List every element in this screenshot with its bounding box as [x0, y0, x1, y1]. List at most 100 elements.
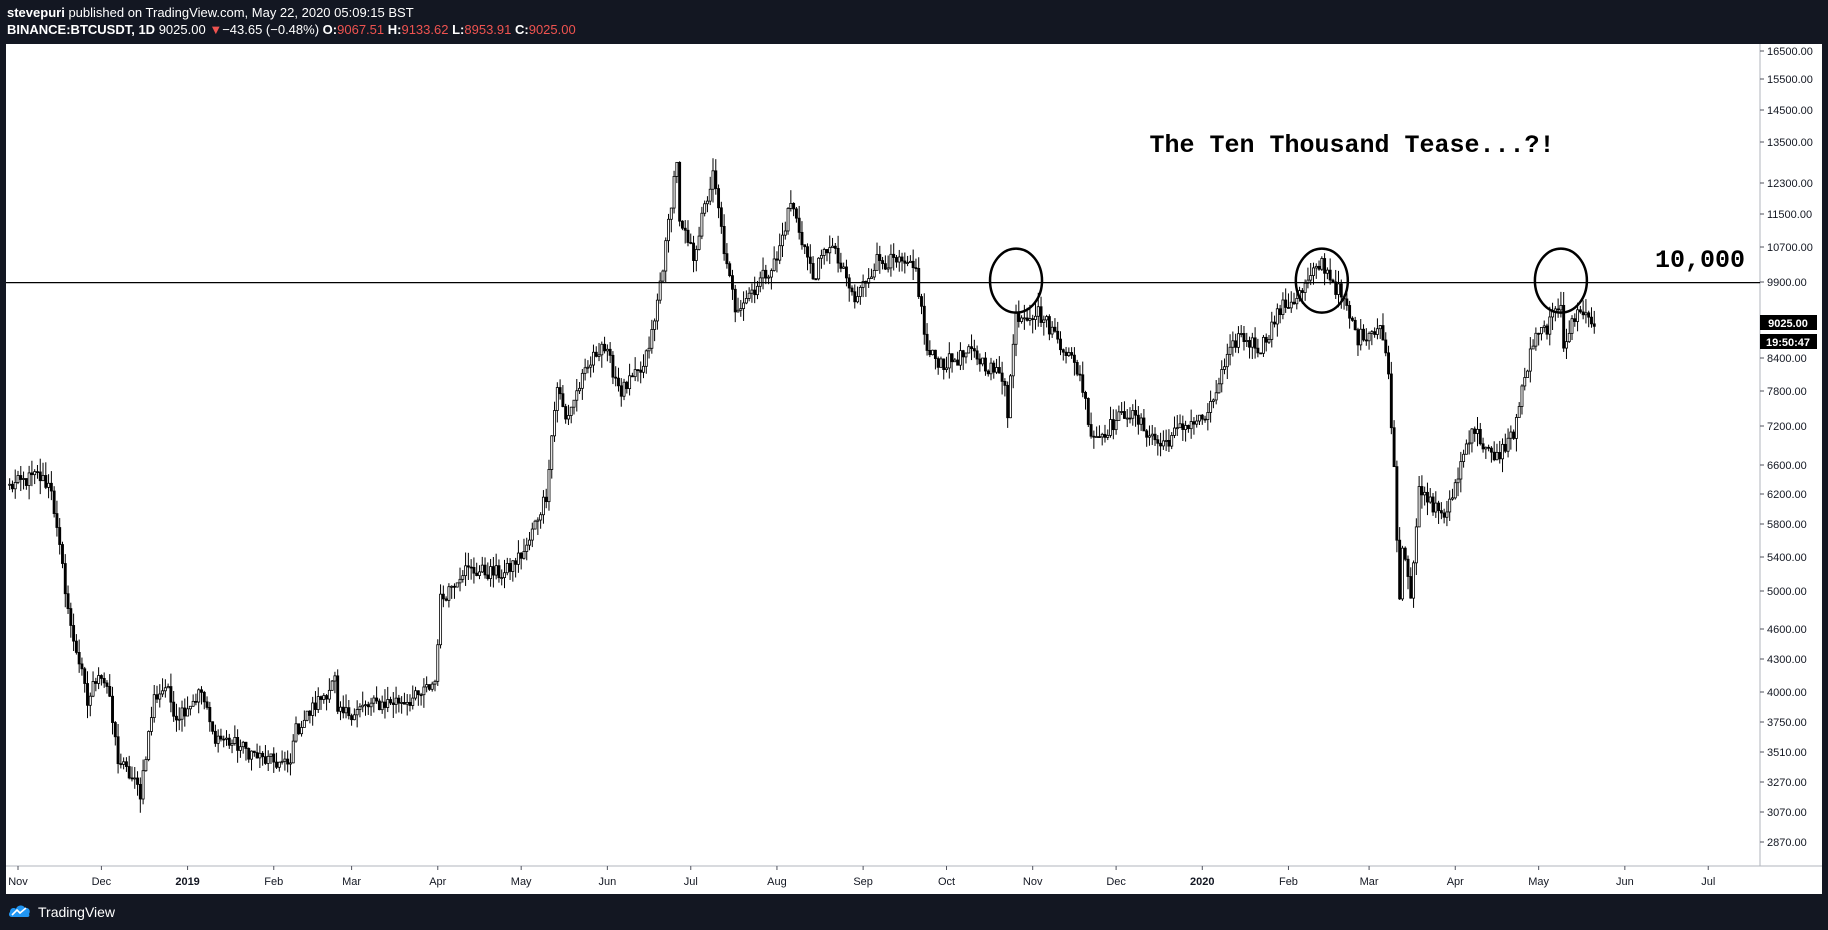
- candle-down: [58, 527, 62, 545]
- candle-up: [1295, 297, 1299, 305]
- candle-up: [1539, 327, 1543, 335]
- candle-down: [1489, 447, 1493, 453]
- candle-down: [920, 296, 923, 307]
- candle-down: [444, 598, 448, 601]
- candle-down: [1039, 306, 1043, 323]
- candle-down: [683, 227, 687, 231]
- candle-down: [255, 752, 259, 759]
- candle-up: [703, 203, 707, 214]
- candle-down: [222, 738, 226, 741]
- y-tick-label: 3510.00: [1767, 747, 1807, 759]
- candle-down: [127, 766, 131, 779]
- highlight-circle[interactable]: [1294, 247, 1350, 314]
- candle-up: [1484, 446, 1488, 450]
- candle-up: [1150, 433, 1154, 437]
- candle-up: [597, 354, 601, 357]
- candle-down: [38, 471, 42, 482]
- candle-up: [786, 207, 790, 232]
- price-axis[interactable]: [1760, 44, 1822, 866]
- time-axis[interactable]: [6, 866, 1822, 894]
- candle-up: [650, 329, 654, 349]
- candle-down: [1345, 298, 1349, 306]
- highlight-circle[interactable]: [988, 247, 1044, 314]
- candle-up: [141, 770, 145, 800]
- candle-up: [161, 690, 165, 695]
- candle-up: [655, 299, 659, 322]
- candle-up: [964, 352, 968, 358]
- candle-down: [1186, 425, 1190, 430]
- candle-up: [1412, 562, 1416, 599]
- candle-up: [736, 309, 740, 313]
- highlight-circle[interactable]: [1533, 247, 1589, 314]
- candle-down: [80, 663, 84, 670]
- candle-up: [1375, 328, 1379, 335]
- candle-down: [728, 263, 732, 277]
- candle-up: [1417, 486, 1421, 528]
- candle-up: [945, 367, 948, 370]
- candle-down: [375, 697, 379, 702]
- candle-up: [494, 565, 498, 576]
- candle-down: [99, 675, 103, 679]
- candle-down: [247, 748, 251, 760]
- candle-down: [1545, 325, 1549, 335]
- candle-up: [16, 475, 20, 483]
- candle-up: [1359, 328, 1363, 346]
- candle-up: [553, 410, 556, 437]
- candle-up: [1189, 421, 1193, 430]
- x-tick-label: Feb: [1279, 876, 1298, 888]
- candle-down: [719, 207, 723, 227]
- candle-up: [1100, 433, 1104, 438]
- candle-up: [250, 750, 253, 760]
- candle-down: [19, 475, 23, 480]
- candle-down: [611, 354, 615, 378]
- candle-up: [430, 683, 434, 690]
- candle-up: [1470, 428, 1474, 444]
- candle-up: [856, 296, 860, 303]
- candle-up: [8, 483, 12, 486]
- candle-up: [858, 286, 862, 297]
- candle-up: [489, 566, 493, 579]
- candle-up: [258, 752, 262, 759]
- candle-up: [822, 249, 826, 256]
- candle-down: [1578, 309, 1582, 313]
- candle-down: [1025, 317, 1029, 321]
- candle-down: [1478, 428, 1482, 445]
- candle-down: [594, 351, 598, 357]
- candle-up: [355, 709, 359, 716]
- author-name[interactable]: stevepuri: [7, 5, 65, 20]
- candle-up: [186, 708, 190, 717]
- candle-down: [714, 170, 718, 189]
- candle-up: [358, 706, 362, 710]
- symbol-label[interactable]: BINANCE:BTCUSDT, 1D: [7, 22, 156, 37]
- candle-down: [978, 358, 982, 365]
- candle-up: [580, 372, 584, 389]
- candle-up: [953, 359, 957, 363]
- candle-down: [1364, 339, 1368, 342]
- candle-down: [1431, 496, 1435, 513]
- candle-down: [130, 777, 134, 780]
- y-tick-label: 16500.00: [1767, 46, 1813, 58]
- candle-down: [1503, 443, 1507, 452]
- candle-up: [842, 266, 846, 269]
- candle-down: [808, 256, 812, 264]
- low-label: L:: [452, 22, 465, 37]
- candle-down: [1084, 391, 1087, 399]
- candle-down: [497, 565, 501, 579]
- candle-down: [975, 350, 979, 360]
- candle-up: [697, 235, 701, 250]
- candle-up: [528, 539, 531, 546]
- time-axis-ticks: Nov Dec 2019 Feb Mar Apr May Jun Jul Aug Sep Oct Nov…: [8, 866, 1715, 888]
- candle-up: [1528, 348, 1532, 372]
- chart-header: stevepuri published on TradingView.com, …: [0, 0, 1828, 44]
- candle-down: [1142, 417, 1146, 432]
- candle-up: [1534, 332, 1538, 347]
- tradingview-logo[interactable]: TradingView: [8, 903, 115, 921]
- candle-down: [314, 702, 317, 710]
- candle-up: [653, 320, 657, 330]
- candle-up: [628, 375, 632, 390]
- candle-up: [819, 255, 823, 259]
- candle-down: [1078, 373, 1082, 376]
- candle-down: [227, 737, 231, 746]
- candle-up: [1211, 399, 1215, 402]
